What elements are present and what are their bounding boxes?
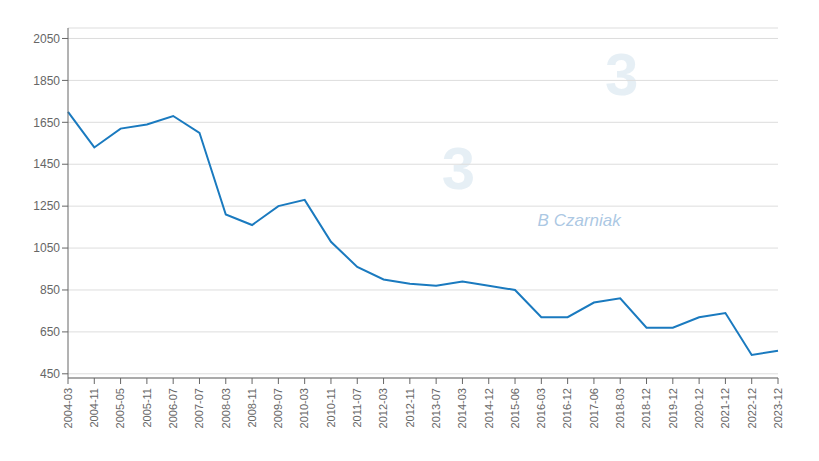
svg-text:2009-07: 2009-07 [272, 388, 284, 428]
svg-text:2016-03: 2016-03 [535, 388, 547, 428]
svg-text:2008-11: 2008-11 [246, 388, 258, 428]
svg-text:2007-07: 2007-07 [193, 388, 205, 428]
svg-text:650: 650 [40, 325, 60, 339]
svg-text:2019-12: 2019-12 [667, 388, 679, 428]
svg-text:2022-12: 2022-12 [746, 388, 758, 428]
svg-text:2020-12: 2020-12 [693, 388, 705, 428]
svg-text:2012-11: 2012-11 [404, 388, 416, 428]
svg-text:2016-12: 2016-12 [561, 388, 573, 428]
html-text:B Czarniak: B Czarniak [537, 210, 621, 230]
html-text:3: 3 [441, 134, 476, 202]
svg-text:2014-03: 2014-03 [456, 388, 468, 428]
svg-text:2014-12: 2014-12 [483, 388, 495, 428]
svg-text:2011-07: 2011-07 [351, 388, 363, 428]
svg-text:2004-11: 2004-11 [88, 388, 100, 428]
svg-text:2015-06: 2015-06 [509, 388, 521, 428]
svg-text:2018-12: 2018-12 [640, 388, 652, 428]
svg-text:2017-06: 2017-06 [588, 388, 600, 428]
svg-text:2005-11: 2005-11 [141, 388, 153, 428]
svg-text:2010-03: 2010-03 [298, 388, 310, 428]
svg-text:850: 850 [40, 283, 60, 297]
svg-text:2006-07: 2006-07 [167, 388, 179, 428]
svg-text:2008-03: 2008-03 [220, 388, 232, 428]
svg-text:1050: 1050 [33, 241, 60, 255]
svg-text:450: 450 [40, 367, 60, 381]
html-text:3: 3 [605, 40, 639, 107]
svg-text:2023-12: 2023-12 [772, 388, 784, 428]
svg-text:2050: 2050 [33, 32, 60, 46]
svg-text:2010-11: 2010-11 [325, 388, 337, 428]
svg-text:2005-05: 2005-05 [114, 388, 126, 428]
svg-text:2013-07: 2013-07 [430, 388, 442, 428]
svg-text:1250: 1250 [33, 199, 60, 213]
svg-text:1450: 1450 [33, 157, 60, 171]
svg-text:2018-03: 2018-03 [614, 388, 626, 428]
svg-text:1850: 1850 [33, 74, 60, 88]
svg-text:2004-03: 2004-03 [62, 388, 74, 428]
svg-text:1650: 1650 [33, 116, 60, 130]
svg-text:2021-12: 2021-12 [719, 388, 731, 428]
svg-text:2012-03: 2012-03 [377, 388, 389, 428]
